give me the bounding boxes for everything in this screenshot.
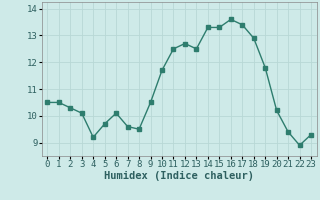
- X-axis label: Humidex (Indice chaleur): Humidex (Indice chaleur): [104, 171, 254, 181]
